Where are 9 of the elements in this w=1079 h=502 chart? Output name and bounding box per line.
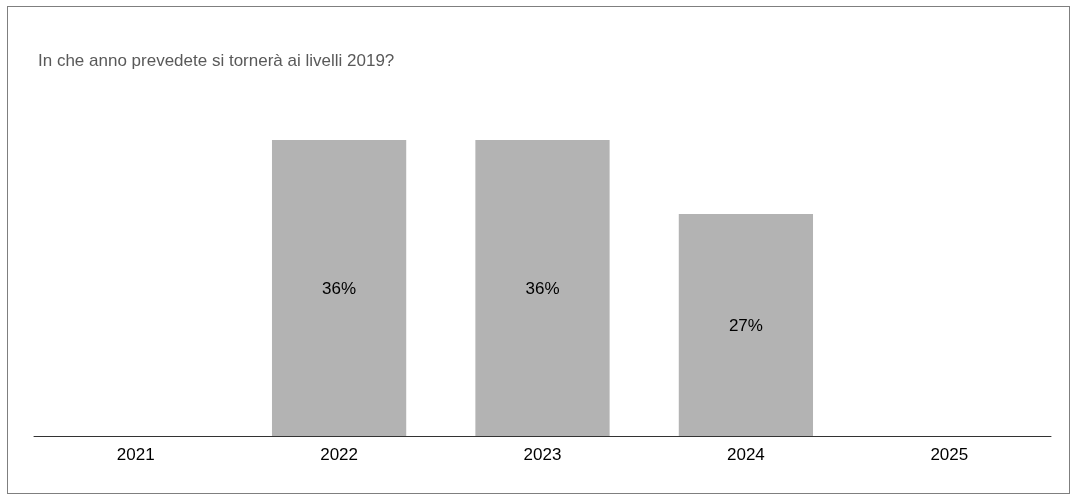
x-tick-label: 2025 xyxy=(930,445,969,464)
x-tick-label: 2022 xyxy=(320,445,359,464)
data-label: 36% xyxy=(525,278,560,298)
x-tick-label: 2024 xyxy=(726,445,765,464)
x-tick-label: 2023 xyxy=(523,445,562,464)
chart-title: In che anno prevedete si tornerà ai livelli 2019? xyxy=(38,51,395,70)
data-label: 36% xyxy=(322,278,357,298)
data-label: 27% xyxy=(728,315,763,335)
x-tick-label: 2021 xyxy=(116,445,155,464)
